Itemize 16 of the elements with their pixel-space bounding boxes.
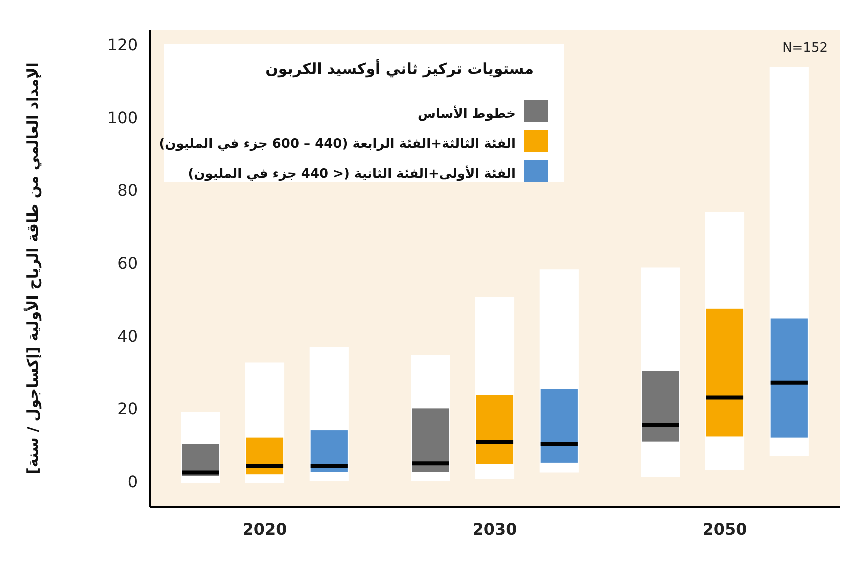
y-tick-label: 100 xyxy=(107,108,138,128)
y-tick-label: 0 xyxy=(128,472,138,492)
annotation: N=152 xyxy=(782,41,828,56)
legend-label: خطوط الأساس xyxy=(418,105,516,122)
y-axis-title: الإمداد العالمي من طاقة الرياح الأولية [إكساجول / سنة] xyxy=(23,62,42,474)
y-tick-label: 20 xyxy=(118,400,138,419)
y-tick-label: 120 xyxy=(107,36,138,55)
legend-label: الفئة الثالثة+الفئة الرابعة (440 – 600 جزء في المليون) xyxy=(159,137,516,152)
x-tick-label: 2030 xyxy=(472,520,518,539)
legend-label: الفئة الأولى+الفئة الثانية (< 440 جزء في المليون) xyxy=(188,165,516,182)
legend-title: مستويات تركيز ثاني أوكسيد الكربون xyxy=(266,59,534,78)
x-tick-label: 2020 xyxy=(242,520,288,539)
y-tick-label: 80 xyxy=(118,181,138,200)
y-tick-label: 40 xyxy=(118,326,138,346)
y-tick-label: 60 xyxy=(118,254,138,274)
x-tick-label: 2050 xyxy=(702,520,748,539)
